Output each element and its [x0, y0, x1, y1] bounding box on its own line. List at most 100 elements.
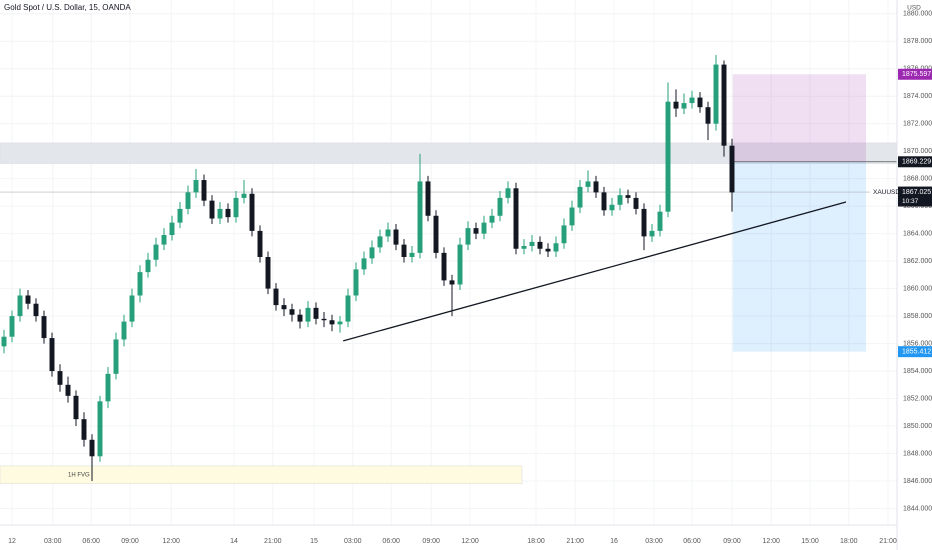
candle-body: [289, 309, 295, 315]
candle-body: [265, 257, 271, 289]
candle-body: [201, 180, 207, 201]
candle-body: [449, 280, 455, 285]
y-tick-label: 1860.000: [903, 285, 932, 292]
candle-body: [177, 208, 183, 223]
candle-body: [329, 320, 335, 325]
price-badge-label: 1855.412: [902, 349, 931, 356]
candle-body: [137, 272, 143, 296]
candle-body: [169, 222, 175, 236]
candle-body: [209, 200, 215, 219]
candle-body: [377, 236, 383, 248]
x-tick-label: 14: [230, 538, 238, 545]
x-tick-label: 21:00: [879, 538, 897, 545]
price-badge: [898, 186, 932, 207]
x-tick-label: 21:00: [264, 538, 282, 545]
candle-body: [225, 208, 231, 218]
candle-body: [537, 241, 543, 249]
candle-body: [585, 181, 591, 187]
x-tick-label: 15:00: [801, 538, 819, 545]
candle-body: [113, 339, 119, 374]
candle-body: [617, 195, 623, 205]
candle-body: [17, 295, 23, 317]
trendline: [343, 201, 847, 342]
candle-body: [361, 258, 367, 270]
y-tick-label: 1872.000: [903, 121, 932, 128]
candle-body: [473, 228, 479, 234]
candle-body: [337, 321, 343, 325]
y-tick-label: 1874.000: [903, 93, 932, 100]
candle-body: [641, 208, 647, 237]
axis-layer: 1844.000 1846.000 1848.000 1850.000 1852.000…: [8, 11, 932, 545]
candle-body: [353, 269, 359, 296]
x-tick-label: 09:00: [422, 538, 440, 545]
candle-body: [529, 241, 535, 247]
candle-body: [273, 288, 279, 306]
candle-body: [705, 107, 711, 124]
candle-body: [233, 197, 239, 218]
candle-body: [425, 181, 431, 216]
candle-body: [161, 235, 167, 245]
candle-body: [41, 316, 47, 339]
candle-body: [305, 307, 311, 322]
candle-body: [57, 371, 63, 385]
y-tick-label: 1850.000: [903, 423, 932, 430]
x-tick-label: 03:00: [645, 538, 663, 545]
candle-body: [145, 259, 151, 273]
candle-body: [457, 244, 463, 285]
y-tick-label: 1862.000: [903, 258, 932, 265]
price-badge: [898, 156, 932, 168]
candle-body: [97, 401, 103, 457]
candle-body: [33, 303, 39, 317]
time-axis-bg: [0, 525, 897, 550]
candle-body: [689, 97, 695, 104]
x-tick-label: 06:00: [82, 538, 100, 545]
candle-body: [249, 193, 255, 231]
x-tick-label: 06:00: [382, 538, 400, 545]
y-tick-label: 1854.000: [903, 368, 932, 375]
candle-body: [481, 222, 487, 234]
x-tick-label: 18:00: [840, 538, 858, 545]
candle-body: [297, 314, 303, 322]
y-tick-label: 1868.000: [903, 176, 932, 183]
zone-label: 1H FVG: [68, 472, 90, 478]
candle-body: [513, 188, 519, 249]
zone: [0, 465, 523, 485]
candle-body: [649, 230, 655, 237]
candle-body: [89, 439, 95, 457]
price-badge: [898, 68, 932, 80]
candle-body: [489, 215, 495, 223]
candle-body: [193, 180, 199, 193]
x-tick-label: 12:00: [162, 538, 180, 545]
candle-body: [401, 244, 407, 258]
price-badge-label: 1867.025: [902, 189, 931, 196]
candle-body: [505, 188, 511, 198]
candle-body: [697, 97, 703, 108]
x-tick-label: 12:00: [762, 538, 780, 545]
candle-body: [569, 207, 575, 226]
candle-body: [345, 295, 351, 322]
candle-layer: [1, 54, 735, 482]
candle-body: [1, 336, 7, 347]
candle-body: [73, 395, 79, 420]
candle-body: [129, 295, 135, 322]
candle-body: [465, 228, 471, 245]
candle-body: [521, 246, 527, 249]
price-axis-bg: [897, 0, 932, 550]
candle-body: [417, 181, 423, 253]
candle-body: [657, 211, 663, 231]
y-tick-label: 1852.000: [903, 395, 932, 402]
x-tick-label: 15: [310, 538, 318, 545]
y-tick-label: 1880.000: [903, 11, 932, 18]
x-tick-label: 21:00: [566, 538, 584, 545]
candle-body: [545, 248, 551, 252]
candle-body: [65, 384, 71, 396]
price-badge: [898, 346, 932, 358]
candle-body: [121, 321, 127, 340]
stop-zone: [732, 161, 866, 352]
candle-body: [9, 316, 15, 337]
candle-body: [257, 230, 263, 258]
x-tick-label: 06:00: [683, 538, 701, 545]
candle-body: [25, 295, 31, 304]
